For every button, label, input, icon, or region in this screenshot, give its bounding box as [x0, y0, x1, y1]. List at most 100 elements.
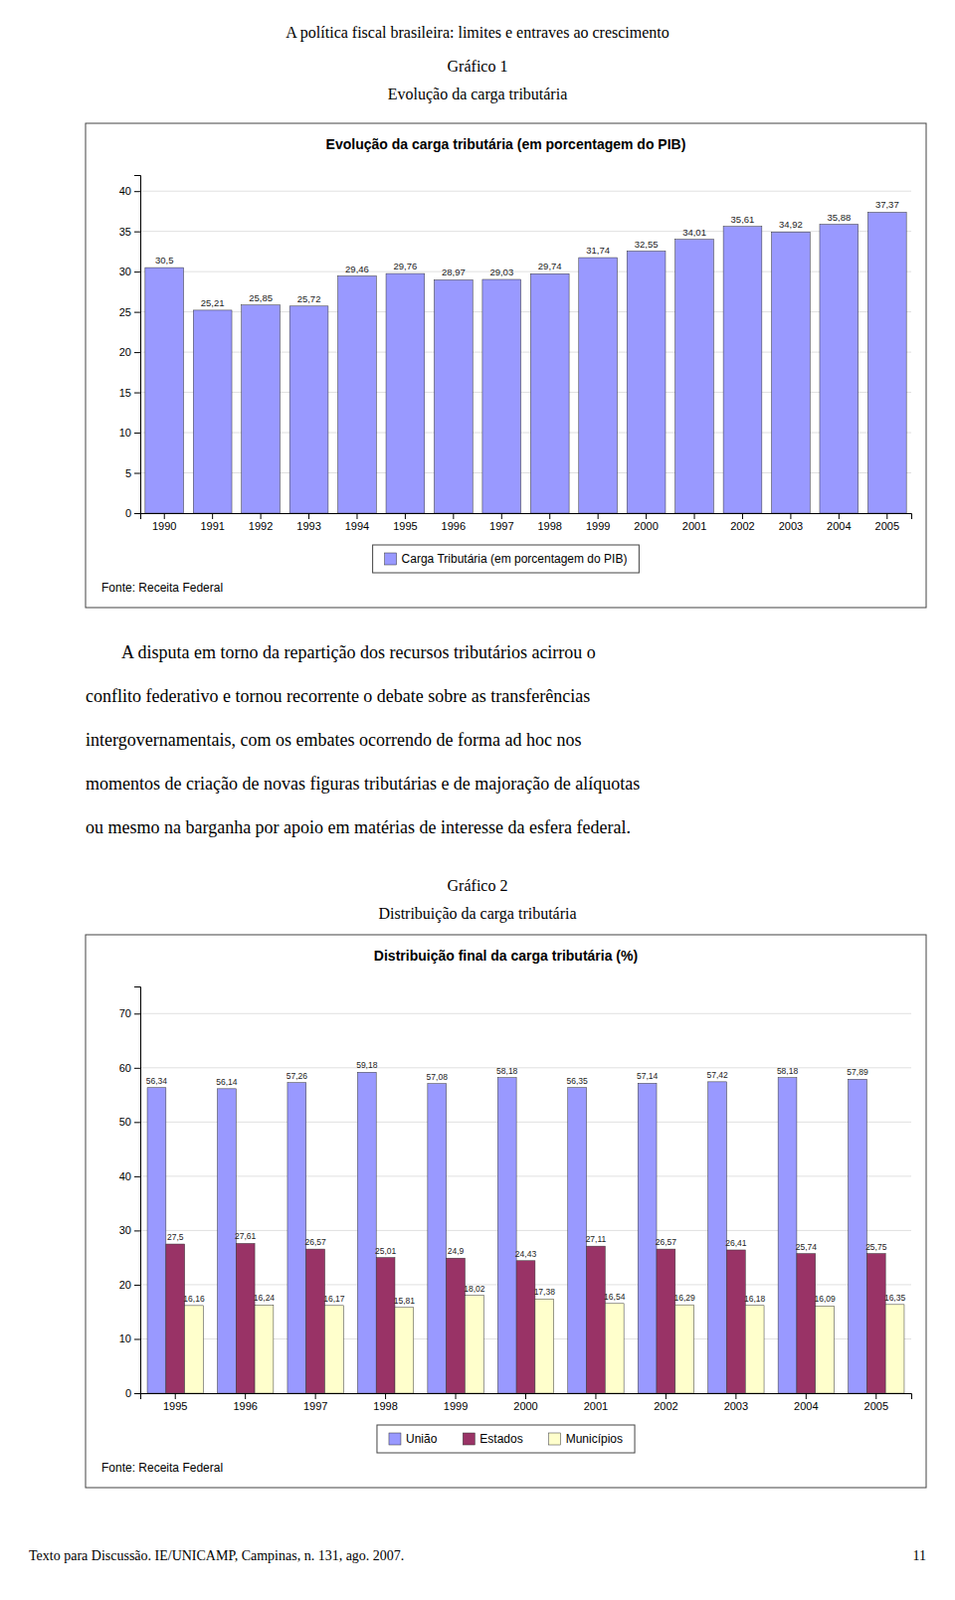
bar — [287, 1083, 307, 1394]
y-axis-line — [134, 176, 142, 515]
bar — [376, 1258, 395, 1394]
y-tick-mark — [134, 1013, 141, 1015]
x-tick: 2001 — [583, 1393, 608, 1413]
bar — [866, 1254, 886, 1394]
x-tick: 1995 — [392, 513, 417, 533]
legend-label: Estados — [479, 1432, 523, 1447]
y-tick: 40 — [119, 185, 141, 197]
data-label: 25,21 — [200, 297, 225, 309]
x-tick-mark — [356, 513, 358, 520]
bar — [568, 1088, 587, 1394]
x-tick: 2000 — [513, 1393, 538, 1413]
source: Fonte: Receita Federal — [101, 580, 223, 595]
x-tick: 1999 — [585, 513, 610, 533]
x-tick-mark — [525, 1393, 527, 1400]
data-label: 35,61 — [731, 213, 756, 225]
data-label: 37,37 — [875, 198, 900, 210]
x-tick: 1991 — [199, 513, 224, 533]
bar — [482, 279, 522, 514]
y-tick: 5 — [125, 467, 141, 480]
bar — [675, 239, 715, 514]
y-tick-mark — [134, 392, 141, 394]
bar — [147, 1088, 167, 1394]
y-tick-label: 30 — [119, 265, 132, 278]
y-tick-label: 60 — [119, 1062, 132, 1075]
grid — [140, 191, 912, 514]
x-tick-label: 2003 — [724, 1400, 749, 1413]
x-tick: 1990 — [152, 513, 177, 533]
bar — [777, 1078, 797, 1394]
y-tick-mark — [134, 352, 141, 354]
bar — [145, 267, 185, 514]
paragraph-line: intergovernamentais, com os embates ocor… — [85, 730, 582, 751]
data-label: 24,9 — [447, 1246, 465, 1257]
legend-items: Carga Tributária (em porcentagem do PIB) — [384, 552, 628, 567]
bar — [385, 273, 425, 514]
x-tick: 2002 — [653, 1393, 678, 1413]
x-tick-label: 1993 — [296, 520, 321, 533]
y-tick: 0 — [125, 1387, 141, 1400]
data-label: 16,24 — [253, 1293, 276, 1304]
x-tick-label: 1994 — [345, 520, 370, 533]
chart-0: Gráfico 1Evolução da carga tributáriaEvo… — [85, 57, 927, 608]
legend-frame — [377, 1425, 635, 1454]
grid-line — [140, 191, 912, 192]
footer-page: 11 — [913, 1548, 927, 1564]
y-tick: 50 — [119, 1116, 141, 1129]
chart-caption: Distribuição da carga tributária — [378, 905, 576, 924]
x-tick-label: 1995 — [392, 520, 417, 533]
data-label: 16,29 — [674, 1293, 697, 1304]
bar — [497, 1078, 517, 1394]
x-tick-label: 2004 — [826, 520, 851, 533]
bar — [723, 226, 763, 514]
x-tick-label: 1999 — [443, 1400, 468, 1413]
bar — [433, 279, 473, 514]
bar — [394, 1308, 414, 1394]
x-tick: 1998 — [373, 1393, 397, 1413]
x-tick-mark — [594, 1393, 596, 1400]
x-tick-mark — [735, 1393, 737, 1400]
y-tick-label: 5 — [125, 467, 132, 480]
data-label: 57,14 — [636, 1071, 659, 1082]
x-tick-label: 1997 — [303, 1400, 328, 1413]
y-tick-label: 50 — [119, 1116, 132, 1129]
x-tick: 1996 — [232, 1393, 257, 1413]
y-tick-label: 40 — [119, 1170, 132, 1183]
x-tick: 1995 — [163, 1393, 188, 1413]
bar — [819, 224, 859, 514]
y-tick-label: 70 — [119, 1007, 132, 1020]
legend-swatch — [462, 1433, 475, 1446]
y-tick-mark — [134, 231, 141, 233]
x-tick-mark — [805, 1393, 807, 1400]
bar — [192, 310, 232, 514]
legend-label: Municípios — [566, 1432, 623, 1447]
x-tick-mark — [875, 1393, 877, 1400]
legend-label: Carga Tributária (em porcentagem do PIB) — [401, 552, 628, 567]
chart-frame — [85, 935, 927, 1489]
y-tick-mark — [134, 1393, 141, 1395]
x-tick-mark — [315, 1393, 317, 1400]
y-tick: 20 — [119, 1279, 141, 1292]
x-tick: 2004 — [793, 1393, 818, 1413]
data-label: 57,08 — [426, 1072, 449, 1083]
data-label: 27,5 — [167, 1232, 185, 1243]
data-label: 26,57 — [655, 1237, 678, 1248]
y-tick: 10 — [119, 426, 141, 439]
data-label: 27,61 — [234, 1231, 257, 1242]
x-tick-label: 2001 — [682, 520, 707, 533]
y-tick-mark — [134, 1338, 141, 1340]
legend-swatch — [549, 1433, 562, 1446]
y-tick: 70 — [119, 1007, 141, 1020]
x-tick: 1996 — [441, 513, 466, 533]
bar — [254, 1305, 274, 1394]
data-label: 29,76 — [393, 260, 418, 272]
x-tick-mark — [384, 1393, 386, 1400]
data-label: 34,01 — [682, 226, 707, 238]
bar — [726, 1250, 746, 1394]
grid-line — [140, 230, 912, 232]
y-axis-line — [134, 987, 142, 1395]
x-tick-mark — [404, 513, 406, 520]
bar — [338, 276, 378, 514]
bar — [586, 1246, 606, 1394]
x-tick-label: 2000 — [513, 1400, 538, 1413]
